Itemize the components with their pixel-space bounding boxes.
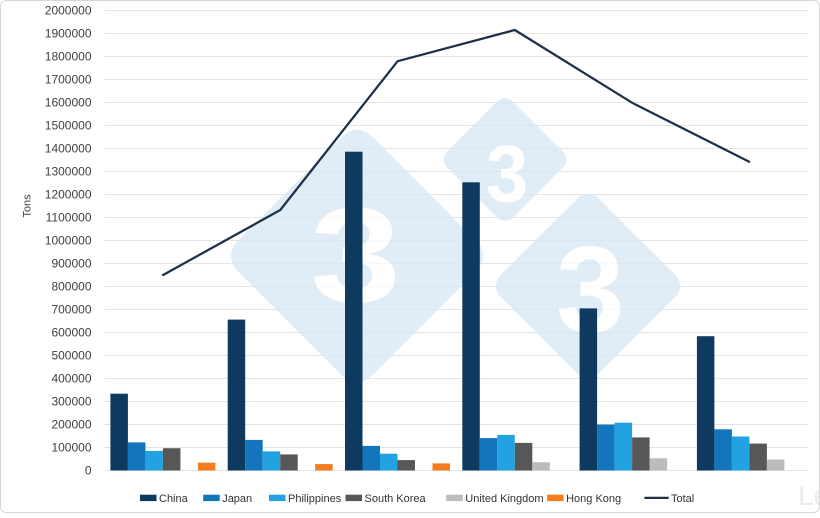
svg-text:Tons: Tons xyxy=(22,194,34,218)
svg-text:United Kingdom: United Kingdom xyxy=(465,493,543,505)
svg-text:South Korea: South Korea xyxy=(365,493,427,505)
svg-text:800000: 800000 xyxy=(51,280,91,294)
svg-text:Total: Total xyxy=(671,493,694,505)
svg-text:200000: 200000 xyxy=(51,418,91,432)
svg-text:Hong Kong: Hong Kong xyxy=(566,493,621,505)
svg-text:700000: 700000 xyxy=(51,303,91,317)
svg-text:China: China xyxy=(159,493,189,505)
svg-text:3: 3 xyxy=(486,129,529,219)
svg-text:600000: 600000 xyxy=(51,326,91,340)
svg-text:1900000: 1900000 xyxy=(45,27,92,41)
svg-text:1000000: 1000000 xyxy=(45,234,92,248)
svg-text:1300000: 1300000 xyxy=(45,165,92,179)
svg-text:0: 0 xyxy=(85,464,92,478)
svg-text:Japan: Japan xyxy=(222,493,252,505)
svg-text:900000: 900000 xyxy=(51,257,91,271)
svg-text:500000: 500000 xyxy=(51,349,91,363)
svg-text:400000: 400000 xyxy=(51,372,91,386)
svg-text:100000: 100000 xyxy=(51,441,91,455)
svg-text:1500000: 1500000 xyxy=(45,119,92,133)
svg-text:1600000: 1600000 xyxy=(45,96,92,110)
svg-text:1400000: 1400000 xyxy=(45,142,92,156)
svg-text:Philippines: Philippines xyxy=(288,493,342,505)
svg-text:300000: 300000 xyxy=(51,395,91,409)
svg-text:1800000: 1800000 xyxy=(45,50,92,64)
svg-text:2000000: 2000000 xyxy=(45,4,92,18)
svg-text:1100000: 1100000 xyxy=(46,211,92,225)
svg-text:1200000: 1200000 xyxy=(45,188,92,202)
svg-text:1700000: 1700000 xyxy=(45,73,92,87)
svg-text:Lé: Lé xyxy=(798,480,820,511)
